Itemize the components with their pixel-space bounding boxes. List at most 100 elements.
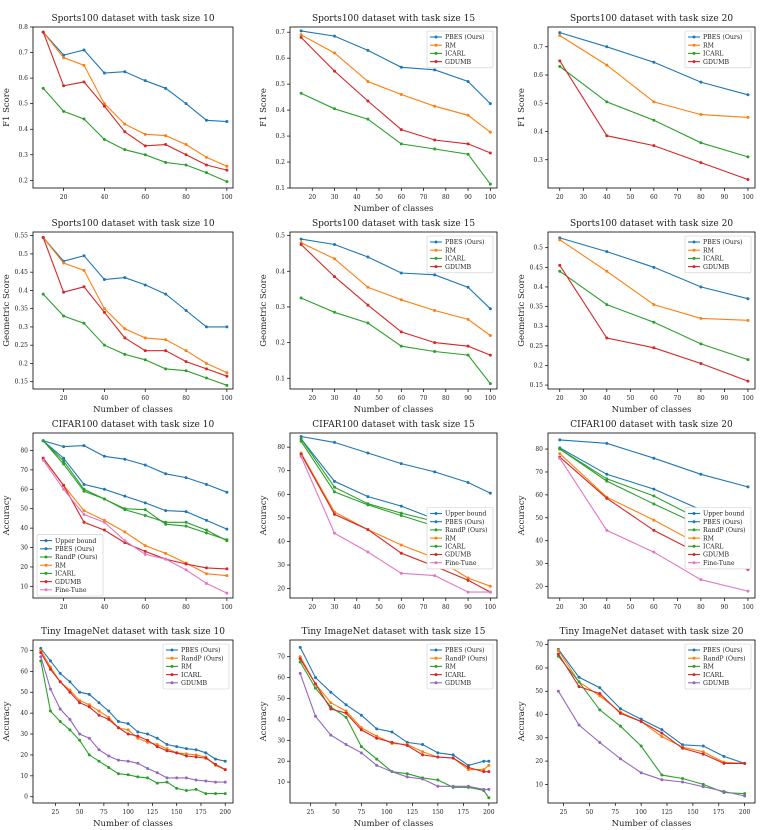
data-point — [204, 118, 208, 122]
data-point — [184, 754, 188, 758]
x-tick-label: 40 — [603, 604, 611, 611]
data-point — [204, 566, 208, 570]
data-point — [87, 753, 91, 757]
data-point — [359, 745, 363, 749]
y-tick-label: 0.1 — [275, 375, 285, 382]
x-tick-label: 125 — [147, 809, 159, 816]
data-point — [699, 361, 703, 365]
data-point — [746, 358, 750, 362]
data-point — [433, 147, 437, 151]
data-point — [359, 728, 363, 732]
data-point — [366, 495, 370, 499]
data-point — [184, 752, 188, 756]
data-point — [366, 503, 370, 507]
data-point — [299, 242, 303, 246]
x-tick-label: 75 — [611, 809, 619, 816]
legend-label: RM — [445, 535, 457, 542]
data-point — [699, 285, 703, 289]
data-point — [225, 383, 229, 387]
data-point — [102, 454, 106, 458]
legend-label: Fine-Tune — [703, 560, 735, 567]
x-tick-label: 60 — [650, 604, 658, 611]
data-point — [214, 757, 218, 761]
data-point — [558, 238, 562, 242]
data-point — [165, 747, 169, 751]
data-point — [344, 703, 348, 707]
data-point — [126, 773, 130, 777]
y-tick-label: 60 — [20, 668, 28, 675]
data-point — [746, 485, 750, 489]
x-tick-label: 50 — [627, 194, 635, 201]
x-tick-label: 75 — [100, 809, 108, 816]
x-tick-label: 100 — [122, 809, 134, 816]
legend-label: PBES (Ours) — [445, 647, 484, 654]
legend-box — [36, 534, 104, 597]
y-tick-label: 0.7 — [18, 50, 28, 57]
data-point — [605, 528, 609, 532]
x-tick-label: 80 — [442, 194, 450, 201]
plot-frame — [32, 432, 234, 599]
data-point — [165, 776, 169, 780]
x-tick-label: 90 — [464, 604, 472, 611]
y-tick-label: 80 — [20, 447, 28, 454]
data-point — [184, 747, 188, 751]
x-tick-label: 70 — [420, 604, 428, 611]
x-tick-label: 200 — [483, 809, 495, 816]
data-point — [390, 740, 394, 744]
legend-label: ICARL — [445, 672, 465, 679]
data-point — [558, 263, 562, 267]
x-axis-label: Number of classes — [612, 405, 692, 415]
data-point — [605, 472, 609, 476]
data-point — [375, 763, 379, 767]
data-point — [488, 382, 492, 386]
y-tick-label: 0.5 — [533, 100, 543, 107]
y-tick-label: 40 — [20, 710, 28, 717]
legend-label: RandP (Ours) — [55, 554, 98, 561]
data-point — [399, 511, 403, 515]
y-tick-label: 50 — [277, 515, 285, 522]
y-tick-label: 60 — [535, 665, 543, 672]
data-point — [143, 153, 147, 157]
x-tick-label: 20 — [60, 395, 68, 402]
y-tick-label: 20 — [20, 752, 28, 759]
data-point — [466, 80, 470, 84]
data-point — [298, 671, 302, 675]
x-tick-label: 40 — [101, 395, 109, 402]
plot-frame — [547, 231, 756, 390]
data-point — [701, 752, 705, 756]
data-point — [433, 273, 437, 277]
data-point — [639, 720, 643, 723]
legend-marker — [692, 656, 696, 660]
x-tick-label: 30 — [331, 604, 339, 611]
data-point — [184, 349, 188, 353]
data-point — [433, 341, 437, 345]
data-point — [466, 590, 470, 594]
plot-frame — [547, 432, 756, 599]
legend-marker — [692, 681, 696, 685]
data-point — [82, 321, 86, 325]
legend-label: GDUMB — [445, 264, 471, 271]
data-point — [184, 153, 188, 157]
legend-marker — [170, 681, 174, 685]
data-point — [333, 531, 337, 535]
data-point — [82, 444, 86, 448]
x-tick-label: 100 — [485, 604, 497, 611]
data-point — [746, 93, 750, 97]
data-point — [143, 283, 147, 287]
chart-panel-9: CIFAR100 dataset with task size 20 Accura… — [517, 420, 756, 611]
y-tick-label: 0.7 — [275, 29, 285, 36]
data-point — [366, 285, 370, 289]
x-tick-label: 50 — [375, 604, 383, 611]
data-point — [743, 761, 747, 765]
y-tick-label: 40 — [277, 716, 285, 723]
data-point — [366, 451, 370, 455]
data-point — [143, 144, 147, 148]
data-point — [375, 727, 379, 731]
data-point — [746, 178, 750, 182]
legend-label: ICARL — [703, 51, 723, 58]
data-point — [333, 242, 337, 246]
data-point — [68, 717, 72, 721]
legend-label: GDUMB — [703, 59, 729, 66]
data-point — [681, 777, 685, 781]
